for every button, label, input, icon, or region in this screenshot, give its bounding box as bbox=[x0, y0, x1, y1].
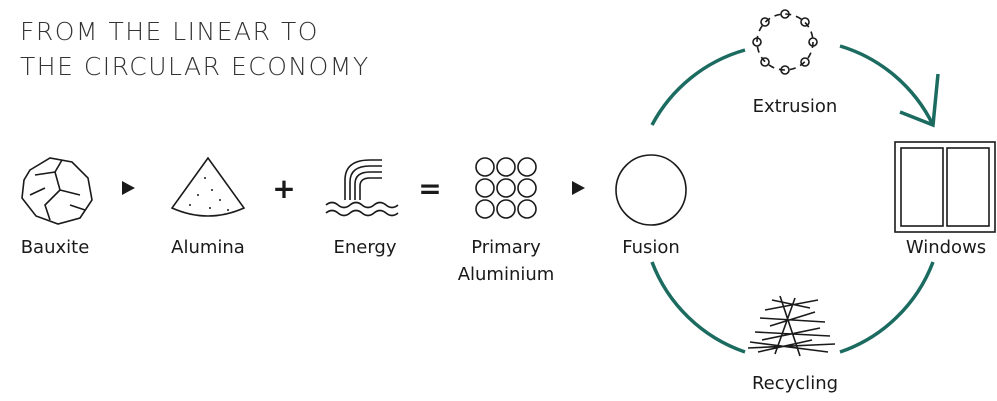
node-label: Bauxite bbox=[21, 237, 90, 258]
cycle-arc bbox=[652, 50, 745, 125]
node-label: Aluminium bbox=[458, 264, 555, 285]
title-line: FROM THE LINEAR TO bbox=[20, 17, 319, 46]
page: FROM THE LINEAR TO THE CIRCULAR ECONOMY … bbox=[0, 0, 997, 401]
node-label: Primary bbox=[471, 237, 541, 258]
cycle-arc bbox=[652, 262, 745, 352]
cycle-arc bbox=[840, 46, 933, 125]
arrow bbox=[122, 181, 135, 195]
node-label: Recycling bbox=[752, 373, 838, 394]
title-line: THE CIRCULAR ECONOMY bbox=[20, 52, 370, 81]
recycling-icon bbox=[748, 296, 835, 356]
node-label: Energy bbox=[333, 237, 396, 258]
operator: + bbox=[272, 172, 295, 205]
bauxite-icon bbox=[22, 158, 92, 224]
energy-icon bbox=[326, 160, 398, 216]
fusion-icon bbox=[616, 155, 686, 225]
operator: = bbox=[418, 172, 441, 205]
alumina-icon bbox=[172, 158, 244, 216]
arrow bbox=[572, 181, 585, 195]
node-label: Alumina bbox=[171, 237, 245, 258]
diagram: FROM THE LINEAR TO THE CIRCULAR ECONOMY … bbox=[0, 0, 997, 401]
node-label: Windows bbox=[906, 237, 986, 258]
cycle-arc bbox=[840, 262, 933, 352]
extrusion-icon bbox=[753, 10, 817, 74]
node-label: Fusion bbox=[622, 237, 680, 258]
node-label: Extrusion bbox=[753, 96, 838, 117]
aluminium-icon bbox=[476, 158, 536, 218]
windows-icon bbox=[895, 142, 995, 232]
